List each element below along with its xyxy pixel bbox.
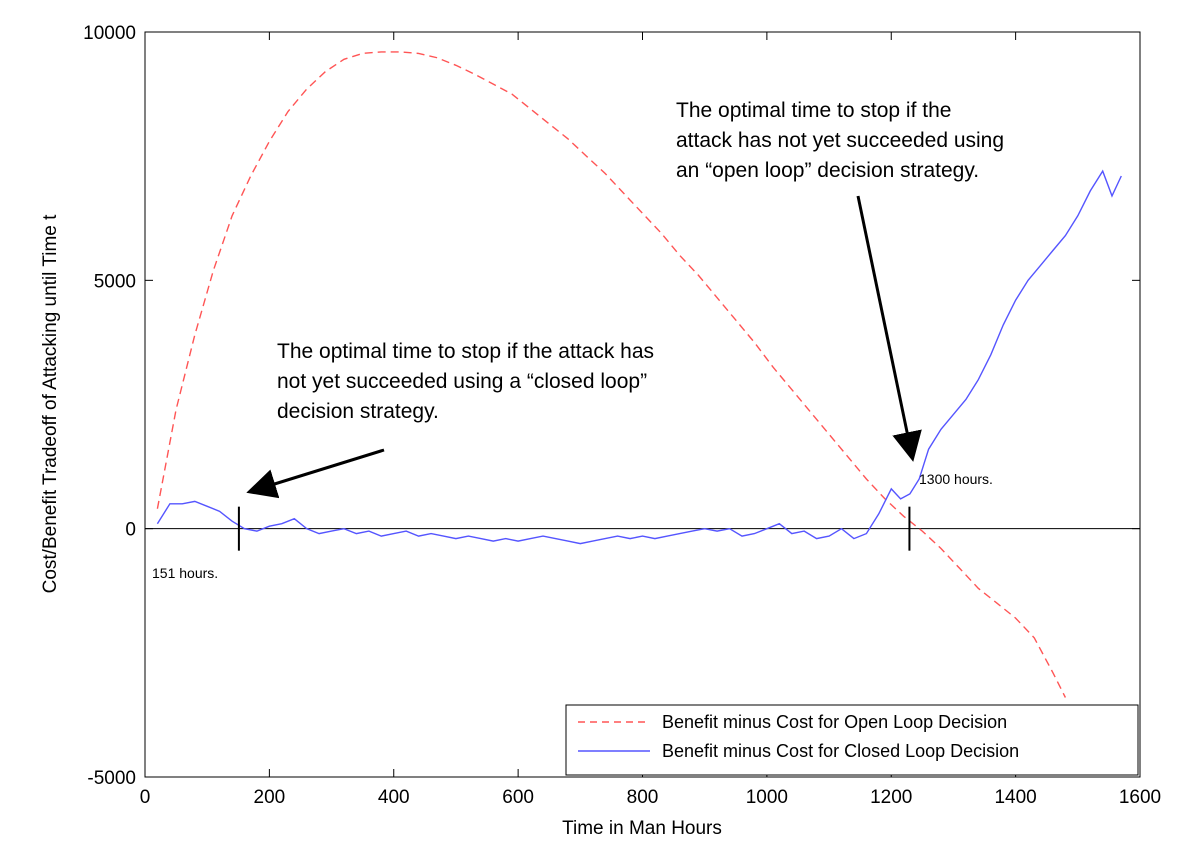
y-tick-label: 10000 xyxy=(83,23,136,44)
series-line-open-loop xyxy=(156,51,1067,698)
x-tick-label: 1400 xyxy=(994,787,1036,808)
x-tick-label: 800 xyxy=(627,787,659,808)
x-axis-label: Time in Man Hours xyxy=(562,818,722,839)
open-loop-arrow xyxy=(856,195,922,462)
open-loop-annotation-line-1: The optimal time to stop if the xyxy=(676,99,951,122)
y-axis-label: Cost/Benefit Tradeoff of Attacking until… xyxy=(40,214,61,594)
y-tick-label: 0 xyxy=(125,520,136,541)
closed-loop-annotation-line-1: The optimal time to stop if the attack h… xyxy=(277,340,654,363)
series-line-closed-loop xyxy=(156,169,1122,545)
x-tick-label: 400 xyxy=(378,787,410,808)
tick-labels-layer: 0 200 400 600 800 1000 1200 1400 1600-5000050001… xyxy=(83,23,1161,808)
closed-loop-arrow xyxy=(246,448,385,499)
x-tick-label: 200 xyxy=(254,787,286,808)
plot-frame xyxy=(144,31,1141,778)
closed-loop-annotation-line-3: decision strategy. xyxy=(277,400,439,423)
x-tick-label: 1600 xyxy=(1119,787,1161,808)
legend-label-open-loop: Benefit minus Cost for Open Loop Decisio… xyxy=(662,712,1007,732)
open-loop-marker-label: 1300 hours. xyxy=(919,471,993,487)
y-tick-label: 5000 xyxy=(94,271,136,292)
x-tick-label: 1000 xyxy=(746,787,788,808)
x-tick-label: 1200 xyxy=(870,787,912,808)
x-tick-label: 600 xyxy=(502,787,534,808)
legend: Benefit minus Cost for Open Loop Decisio… xyxy=(565,704,1139,776)
x-tick-label: 0 xyxy=(140,787,151,808)
closed-loop-marker-label: 151 hours. xyxy=(152,565,218,581)
closed-loop-annotation-line-2: not yet succeeded using a “closed loop” xyxy=(277,370,647,393)
open-loop-annotation-line-3: an “open loop” decision strategy. xyxy=(676,159,979,182)
legend-box xyxy=(565,704,1139,776)
open-loop-annotation-line-2: attack has not yet succeeded using xyxy=(676,129,1004,152)
legend-label-closed-loop: Benefit minus Cost for Closed Loop Decis… xyxy=(662,741,1019,761)
series-layer xyxy=(156,51,1122,698)
y-tick-label: -5000 xyxy=(87,768,136,789)
